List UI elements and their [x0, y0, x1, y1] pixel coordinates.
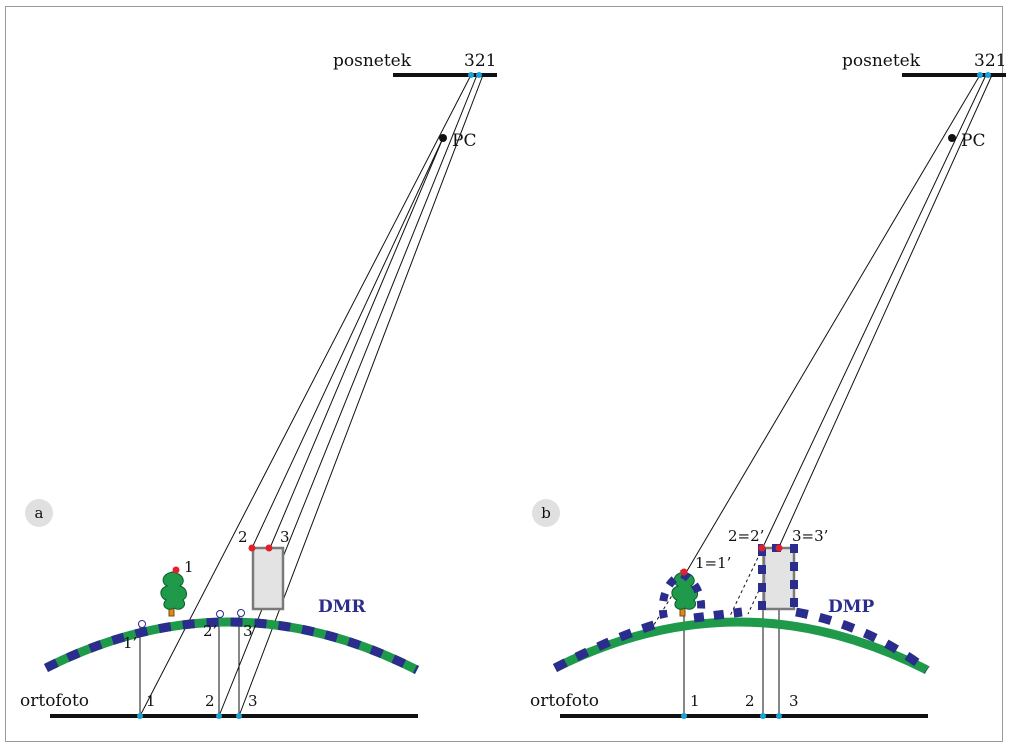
projection-center-label: PC — [961, 131, 985, 151]
surface-point — [138, 620, 146, 628]
image-points-label: 321 — [464, 51, 496, 71]
object-point — [248, 544, 256, 552]
object-point-label: 1 — [184, 558, 194, 576]
ray-2-object — [251, 137, 444, 549]
projection-rays — [683, 74, 993, 577]
object-point-label: 2=2’ — [728, 527, 764, 545]
ortho-point-label: 3 — [248, 692, 258, 710]
surface-point — [216, 610, 224, 618]
ortho-point-label: 2 — [745, 692, 755, 710]
tree-icon — [160, 571, 188, 617]
building — [762, 546, 796, 611]
image-label: posnetek — [333, 51, 412, 71]
object-point-label: 1=1’ — [695, 554, 731, 572]
dmp-surface-blue — [693, 607, 743, 623]
surface-label: DMR — [318, 597, 367, 617]
object-point — [758, 544, 766, 552]
ground-label: ortofoto — [20, 691, 89, 711]
building — [251, 546, 285, 611]
panel-b: posnetek 321 PC DMP — [530, 51, 1006, 719]
ortho-point — [137, 713, 143, 719]
object-point-label: 3=3’ — [792, 527, 828, 545]
ray-1 — [683, 74, 981, 577]
surface-label: DMP — [828, 597, 875, 617]
panel-badge — [532, 499, 560, 527]
image-points-label: 321 — [974, 51, 1006, 71]
surface-point-label: 1’ — [123, 634, 137, 652]
ortho-point-label: 3 — [789, 692, 799, 710]
figure-frame — [5, 6, 1003, 742]
panel-badge — [25, 499, 53, 527]
ortho-point — [236, 713, 242, 719]
object-point — [265, 544, 273, 552]
image-point — [476, 72, 482, 78]
image-point — [985, 72, 991, 78]
projection-center-label: PC — [452, 131, 476, 151]
ortho-point — [216, 713, 222, 719]
image-point — [468, 72, 474, 78]
ortho-point — [760, 713, 766, 719]
panel-badge-letter: b — [541, 504, 551, 522]
ortho-verticals — [139, 613, 240, 716]
object-point — [680, 568, 688, 576]
projection-center-point — [948, 134, 956, 142]
panel-badge-letter: a — [35, 504, 44, 522]
ortho-point — [681, 713, 687, 719]
object-point-label: 2 — [238, 528, 248, 546]
object-point-label: 3 — [280, 528, 290, 546]
ray-3-object — [269, 137, 444, 549]
image-label: posnetek — [842, 51, 921, 71]
ground-label: ortofoto — [530, 691, 599, 711]
object-point — [172, 566, 180, 574]
ray-3 — [778, 74, 993, 548]
ortho-point-label: 1 — [146, 692, 156, 710]
ray-2 — [762, 74, 987, 548]
projection-center-point — [439, 134, 447, 142]
surface-point — [237, 609, 245, 617]
panel-a: posnetek 321 PC DMR — [20, 51, 497, 719]
surface-point-label: 2’ — [203, 622, 217, 640]
projection-rays — [139, 74, 484, 717]
image-point — [977, 72, 983, 78]
tree-icon — [658, 569, 706, 619]
ray-1 — [139, 74, 472, 717]
ortho-point-label: 2 — [205, 692, 215, 710]
object-point — [775, 544, 783, 552]
ortho-point — [776, 713, 782, 719]
ray-3 — [238, 74, 484, 717]
surface-point-label: 3’ — [243, 622, 257, 640]
dmr-surface-blue — [43, 617, 420, 675]
dmp-surface-blue — [795, 607, 930, 674]
ortho-point-label: 1 — [690, 692, 700, 710]
